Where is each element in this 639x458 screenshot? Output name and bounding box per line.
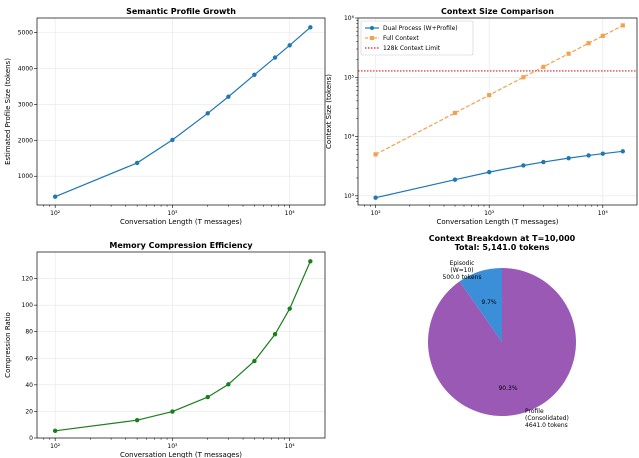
context-series-0-point (486, 169, 492, 175)
compression-title: Memory Compression Efficiency (109, 241, 253, 250)
context-legend-label-1: Full Context (383, 35, 419, 42)
profile-series-0-line (54, 26, 311, 198)
context-legend-marker-1 (370, 36, 374, 40)
compression-ytick-label: 0 (29, 435, 33, 442)
compression-ytick-label: 80 (25, 329, 33, 336)
context-series-0-point (373, 195, 378, 200)
compression-ytick-label: 100 (22, 302, 34, 309)
breakdown-slice-label-0: Episodic (450, 260, 475, 267)
context-series-0-point (620, 149, 626, 154)
context-xtick-label: 10⁴ (598, 210, 609, 217)
profile-series-0-point (308, 25, 313, 30)
breakdown-slice-label-1: Profile (525, 408, 544, 415)
compression-series-0-point (287, 306, 292, 311)
breakdown-slice-label-1: (Consolidated) (525, 415, 569, 422)
breakdown-pct-label-0: 9.7% (481, 299, 497, 306)
profile-xtick-label: 10² (50, 210, 61, 217)
profile-series-0-point (205, 111, 210, 116)
compression-series-0-point (252, 358, 257, 364)
context-series-1-point (600, 33, 605, 38)
context-legend-marker-0 (370, 26, 374, 30)
context-series-0-point (452, 177, 458, 182)
context-series-1-point (487, 93, 492, 98)
profile-ytick-label: 2000 (18, 137, 33, 144)
context-xtick-label: 10² (371, 210, 382, 217)
breakdown-slice-label-0: 500.0 tokens (443, 274, 482, 281)
compression-ytick-label: 120 (22, 276, 34, 283)
compression-series-0-line (55, 261, 311, 432)
breakdown-slice-label-0: (W=10) (450, 267, 473, 274)
context-series-0-point (541, 159, 546, 165)
context-series-1-point (521, 75, 526, 80)
context-series-0-point (586, 153, 591, 158)
compression-ytick-label: 20 (25, 408, 33, 415)
context-xlabel: Conversation Length (T messages) (437, 218, 559, 226)
profile-xlabel: Conversation Length (T messages) (120, 218, 242, 226)
context-ytick-label: 10⁵ (344, 74, 355, 81)
profile-series-0-point (287, 43, 292, 48)
context-series-0-point (521, 163, 526, 168)
profile-ylabel: Estimated Profile Size (tokens) (4, 58, 12, 165)
breakdown-pct-label-1: 90.3% (498, 385, 517, 392)
compression-ylabel: Compression Ratio (4, 312, 12, 378)
context-legend-label-2: 128k Context Limit (383, 45, 441, 52)
profile-plot-frame (36, 17, 326, 206)
compression-xtick-label: 10⁴ (285, 443, 296, 450)
context-series-0-line (375, 150, 623, 199)
context-series-1-point (373, 152, 378, 157)
compression-series-0-point (170, 409, 175, 414)
profile-ytick-label: 1000 (18, 173, 33, 180)
context-ytick-label: 10³ (344, 193, 355, 200)
context-series-1-point (541, 64, 546, 69)
profile-series-0-point (226, 94, 231, 99)
profile-series-0-point (272, 55, 278, 60)
breakdown-title: Context Breakdown at T=10,000 (429, 234, 576, 243)
context-series-0-point (600, 151, 606, 156)
context-series-1-point (452, 110, 458, 116)
context-ytick-label: 10⁶ (344, 15, 355, 22)
profile-series-0-point (134, 160, 140, 166)
context-title: Context Size Comparison (441, 7, 554, 16)
profile-xtick-label: 10⁴ (285, 210, 296, 217)
compression-ytick-label: 40 (25, 382, 33, 389)
context-ylabel: Context Size (tokens) (325, 74, 333, 149)
context-series-0-point (566, 155, 571, 161)
compression-xtick-label: 10³ (167, 443, 178, 450)
compression-series-0-point (226, 382, 231, 387)
compression-series-0-point (205, 394, 210, 400)
compression-xlabel: Conversation Length (T messages) (120, 451, 242, 458)
context-xtick-label: 10³ (484, 210, 495, 217)
compression-series-0-point (308, 259, 313, 264)
profile-ytick-label: 4000 (18, 65, 33, 72)
context-series-1-point (586, 41, 591, 46)
compression-series-0-point (272, 332, 278, 337)
compression-series-0-point (134, 417, 140, 423)
profile-ytick-label: 5000 (18, 29, 33, 36)
context-legend-label-0: Dual Process (W+Profile) (383, 25, 458, 32)
profile-title: Semantic Profile Growth (126, 7, 236, 16)
profile-series-0-point (52, 194, 58, 199)
profile-xtick-label: 10³ (167, 210, 178, 217)
breakdown-slice-1 (427, 268, 576, 416)
context-ytick-label: 10⁴ (344, 134, 355, 141)
profile-series-0-point (170, 137, 175, 143)
context-series-1-point (620, 23, 625, 28)
compression-xtick-label: 10² (50, 443, 61, 450)
profile-ytick-label: 3000 (18, 101, 33, 108)
context-plot-frame (357, 17, 638, 206)
compression-plot-frame (36, 251, 326, 439)
compression-ytick-label: 60 (25, 355, 33, 362)
breakdown-subtitle: Total: 5,141.0 tokens (455, 243, 550, 252)
profile-series-0-point (252, 72, 257, 78)
breakdown-slice-0 (459, 268, 502, 342)
context-series-1-point (566, 51, 571, 56)
compression-series-0-point (52, 428, 58, 434)
context-legend (360, 20, 474, 56)
breakdown-slice-label-1: 4641.0 tokens (525, 422, 568, 429)
